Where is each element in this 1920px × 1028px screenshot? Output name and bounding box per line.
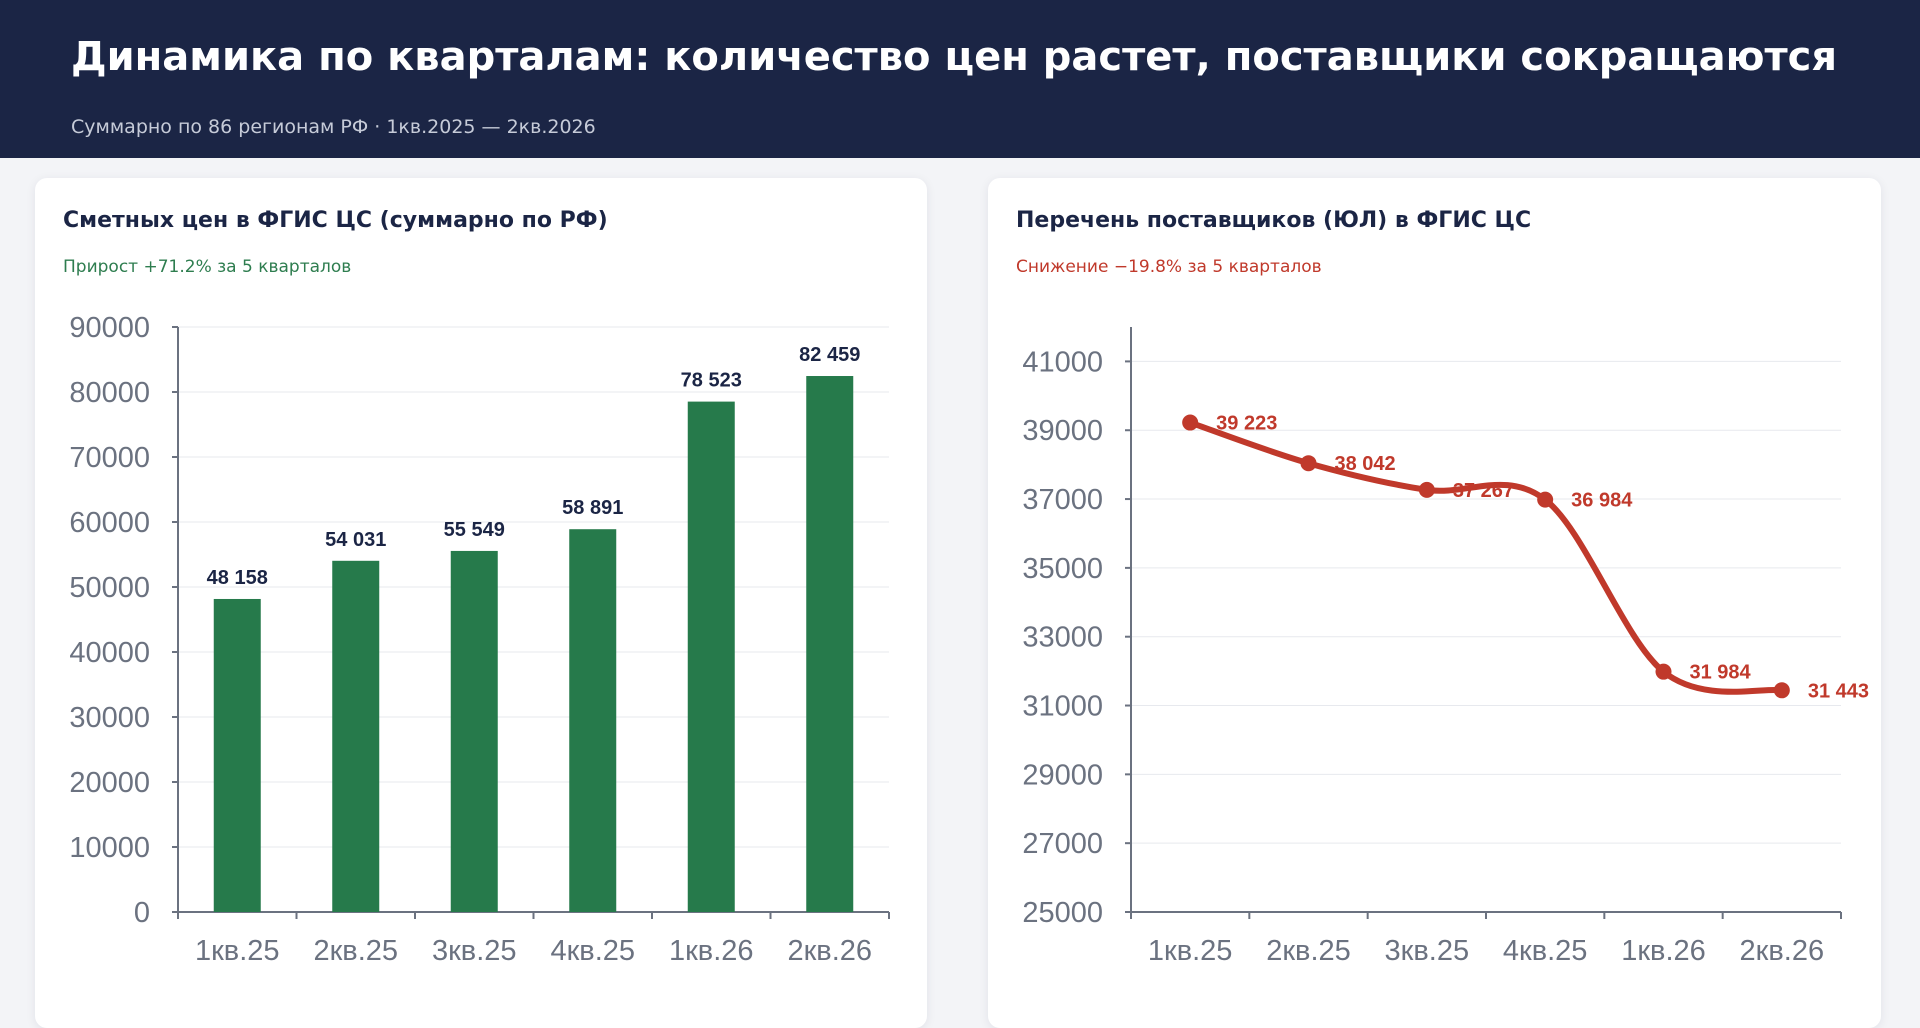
bar-value-label: 78 523 — [681, 370, 742, 392]
x-tick-label: 2кв.25 — [1266, 935, 1351, 967]
bar — [213, 598, 261, 912]
point-value-label: 31 984 — [1690, 662, 1752, 684]
bar — [806, 376, 854, 912]
bar — [569, 529, 617, 912]
y-tick-label: 10000 — [69, 832, 150, 864]
bar — [687, 401, 735, 912]
x-tick-label: 1кв.25 — [195, 935, 280, 967]
series-line — [1187, 419, 1785, 695]
y-tick-label: 30000 — [69, 702, 150, 734]
x-tick-label: 3кв.25 — [1385, 935, 1470, 967]
x-tick-label: 2кв.26 — [1740, 935, 1825, 967]
y-tick-label: 25000 — [1022, 897, 1103, 929]
page-title: Динамика по кварталам: количество цен ра… — [71, 34, 1838, 80]
y-tick-label: 0 — [134, 897, 150, 929]
y-tick-label: 70000 — [69, 442, 150, 474]
bar-value-label: 54 031 — [325, 529, 386, 551]
x-tick-label: 4кв.25 — [1503, 935, 1588, 967]
data-point — [1418, 481, 1435, 498]
y-tick-label: 35000 — [1022, 553, 1103, 585]
page-subtitle: Суммарно по 86 регионам РФ · 1кв.2025 — … — [71, 116, 596, 138]
y-tick-label: 41000 — [1022, 346, 1103, 378]
bar-value-label: 48 158 — [207, 567, 268, 589]
y-tick-label: 39000 — [1022, 415, 1103, 447]
y-tick-label: 31000 — [1022, 691, 1103, 723]
x-tick-label: 1кв.26 — [1621, 935, 1706, 967]
data-point — [1655, 663, 1672, 680]
line-chart-suppliers: 25000 27000 29000 31000 33000 35000 37000 39000… — [1022, 327, 1869, 967]
card-subtitle-growth: Прирост +71.2% за 5 кварталов — [63, 257, 352, 277]
bar-chart-estimate-prices: 0 10000 20000 30000 40000 50000 60000 70000 8000… — [69, 312, 890, 967]
y-tick-label: 60000 — [69, 507, 150, 539]
y-tick-label: 20000 — [69, 767, 150, 799]
data-point — [1300, 455, 1317, 472]
y-tick-label: 29000 — [1022, 759, 1103, 791]
y-tick-label: 90000 — [69, 312, 150, 344]
x-tick-label: 1кв.26 — [669, 935, 754, 967]
y-tick-label: 33000 — [1022, 622, 1103, 654]
y-tick-label: 80000 — [69, 377, 150, 409]
y-tick-label: 40000 — [69, 637, 150, 669]
bar — [450, 550, 498, 912]
x-tick-label: 1кв.25 — [1148, 935, 1233, 967]
point-value-label: 39 223 — [1216, 413, 1277, 435]
data-point — [1182, 414, 1199, 431]
bar-value-label: 55 549 — [444, 519, 505, 541]
point-value-label: 37 267 — [1453, 480, 1514, 502]
data-point — [1773, 682, 1790, 699]
y-tick-label: 27000 — [1022, 828, 1103, 860]
point-value-label: 31 443 — [1808, 680, 1869, 702]
header-banner: Динамика по кварталам: количество цен ра… — [0, 0, 1920, 158]
x-tick-label: 2кв.25 — [313, 935, 398, 967]
point-value-label: 36 984 — [1571, 490, 1633, 512]
card-estimate-prices: Сметных цен в ФГИС ЦС (суммарно по РФ) П… — [35, 178, 927, 1028]
y-tick-label: 50000 — [69, 572, 150, 604]
card-suppliers: Перечень поставщиков (ЮЛ) в ФГИС ЦС Сниж… — [988, 178, 1881, 1028]
bar-value-label: 82 459 — [799, 344, 860, 366]
x-tick-label: 3кв.25 — [432, 935, 517, 967]
card-title-suppliers: Перечень поставщиков (ЮЛ) в ФГИС ЦС — [1016, 208, 1532, 233]
card-title-estimate-prices: Сметных цен в ФГИС ЦС (суммарно по РФ) — [63, 208, 608, 233]
bar-value-label: 58 891 — [562, 497, 623, 519]
data-point — [1537, 491, 1554, 508]
point-value-label: 38 042 — [1335, 453, 1396, 475]
x-tick-label: 2кв.26 — [787, 935, 872, 967]
bar — [332, 560, 380, 912]
y-tick-label: 37000 — [1022, 484, 1103, 516]
card-subtitle-decline: Снижение −19.8% за 5 кварталов — [1016, 257, 1322, 277]
x-tick-label: 4кв.25 — [550, 935, 635, 967]
